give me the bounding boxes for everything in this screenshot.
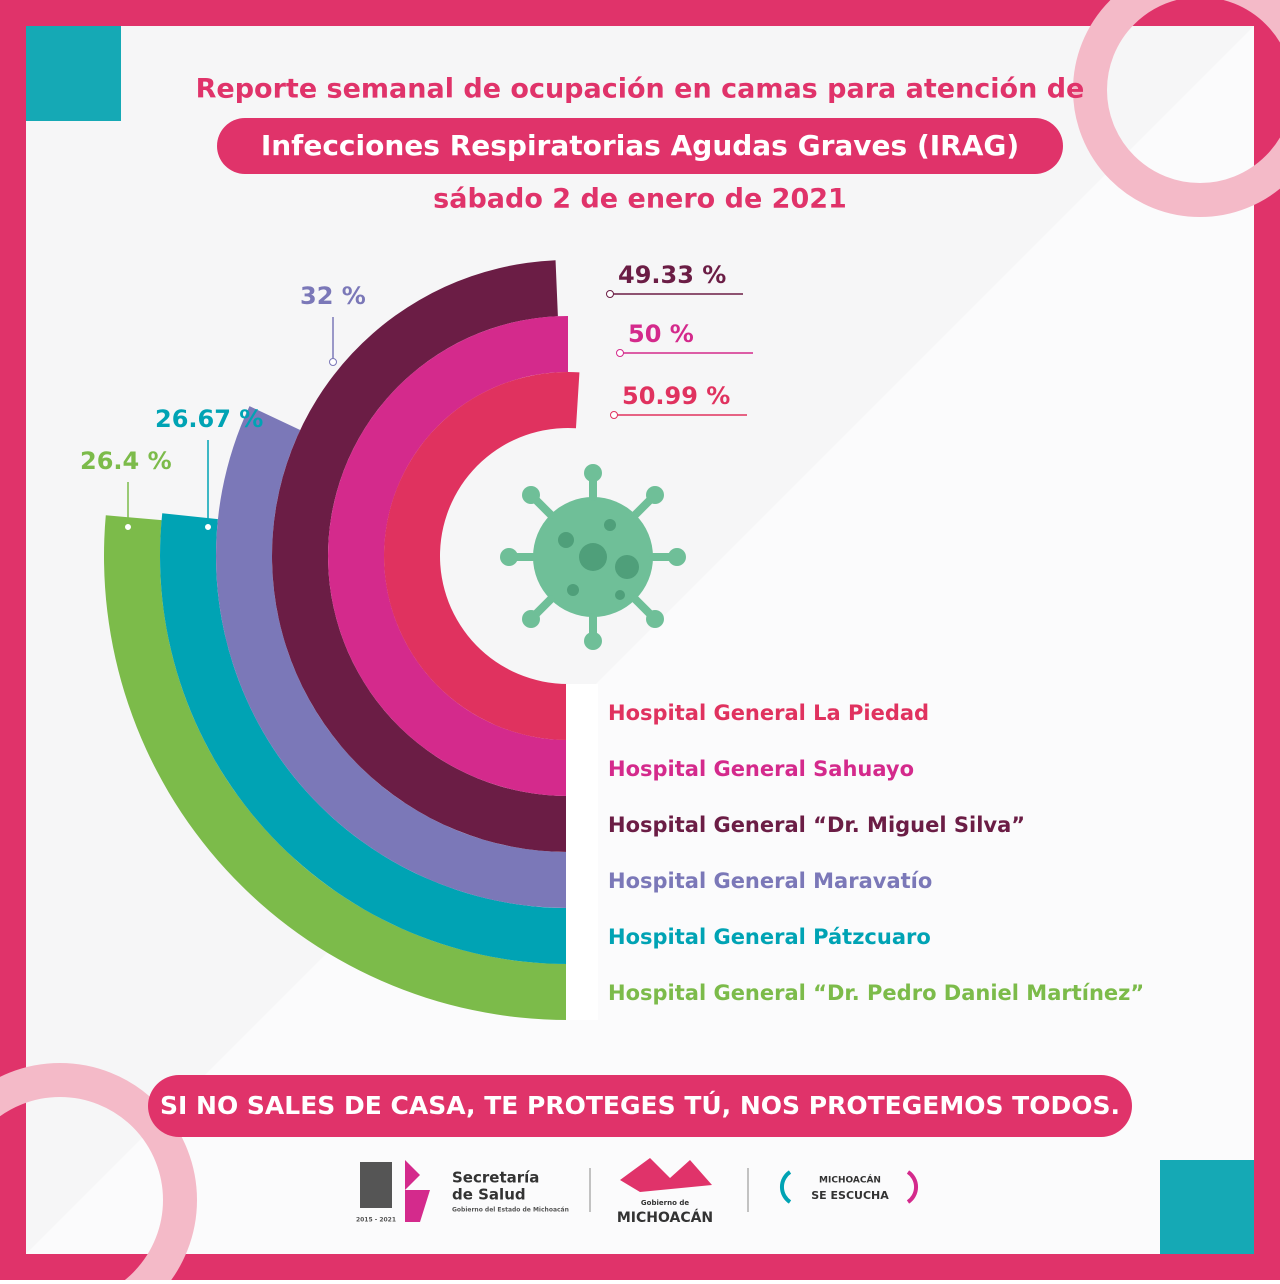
salud-name: de Salud [452,1186,526,1204]
leader-dot [329,358,337,366]
value-label: 50.99 % [622,382,730,410]
category-label: Hospital General “Dr. Pedro Daniel Martí… [608,981,1144,1005]
title: Reporte semanal de ocupación en camas pa… [196,74,1085,105]
emblem [360,1162,392,1208]
slogan-pill [148,1075,1132,1137]
label-box [566,740,598,796]
virus-icon [500,464,686,650]
label-box [566,852,598,908]
mich-logo [620,1158,712,1192]
label-box [566,964,598,1020]
subtitle-pill [217,118,1063,174]
value-label: 32 % [300,282,366,310]
salud-logo [405,1160,430,1222]
deco-ring [0,1063,197,1284]
salud-name: Secretaría [452,1169,539,1187]
escucha-wave [906,1170,918,1204]
category-label: Hospital General Sahuayo [608,757,914,781]
deco-square [1160,1160,1254,1254]
bar [383,371,580,740]
deco-ring [1073,0,1280,217]
estado: Gobierno del Estado de Michoacán [452,1207,569,1214]
subtitle: Infecciones Respiratorias Agudas Graves … [261,129,1019,162]
category-label: Hospital General Pátzcuaro [608,925,931,949]
escucha: SE ESCUCHA [811,1189,889,1202]
category-label: Hospital General La Piedad [608,701,929,725]
value-label: 49.33 % [618,261,726,289]
leader-dot [610,411,618,419]
leader-dot [606,290,614,298]
value-label: 26.67 % [155,405,263,433]
bar [328,316,568,796]
category-label: Hospital General Maravatío [608,869,932,893]
escucha: MICHOACÁN [819,1174,881,1186]
value-label: 50 % [628,320,694,348]
chart: Hospital General La Piedad 50.99 % Hospita… [80,260,1144,1020]
label-box [566,796,598,852]
category-label: Hospital General “Dr. Miguel Silva” [608,813,1025,837]
bar [159,513,568,964]
bar [104,515,568,1020]
value-label: 26.4 % [80,447,172,475]
escucha-wave [780,1170,792,1204]
label-box [566,684,598,740]
leader-dot [616,349,624,357]
leader-dot [124,523,132,531]
gob: Gobierno de [641,1199,689,1207]
date: sábado 2 de enero de 2021 [433,184,847,215]
mich: MICHOACÁN [617,1209,713,1226]
bar [216,406,568,908]
leader-dot [204,523,212,531]
slogan: SI NO SALES DE CASA, TE PROTEGES TÚ, NOS… [160,1090,1120,1120]
years: 2015 - 2021 [356,1217,396,1224]
label-box [566,908,598,964]
bar [272,260,568,853]
deco-square [26,26,121,121]
